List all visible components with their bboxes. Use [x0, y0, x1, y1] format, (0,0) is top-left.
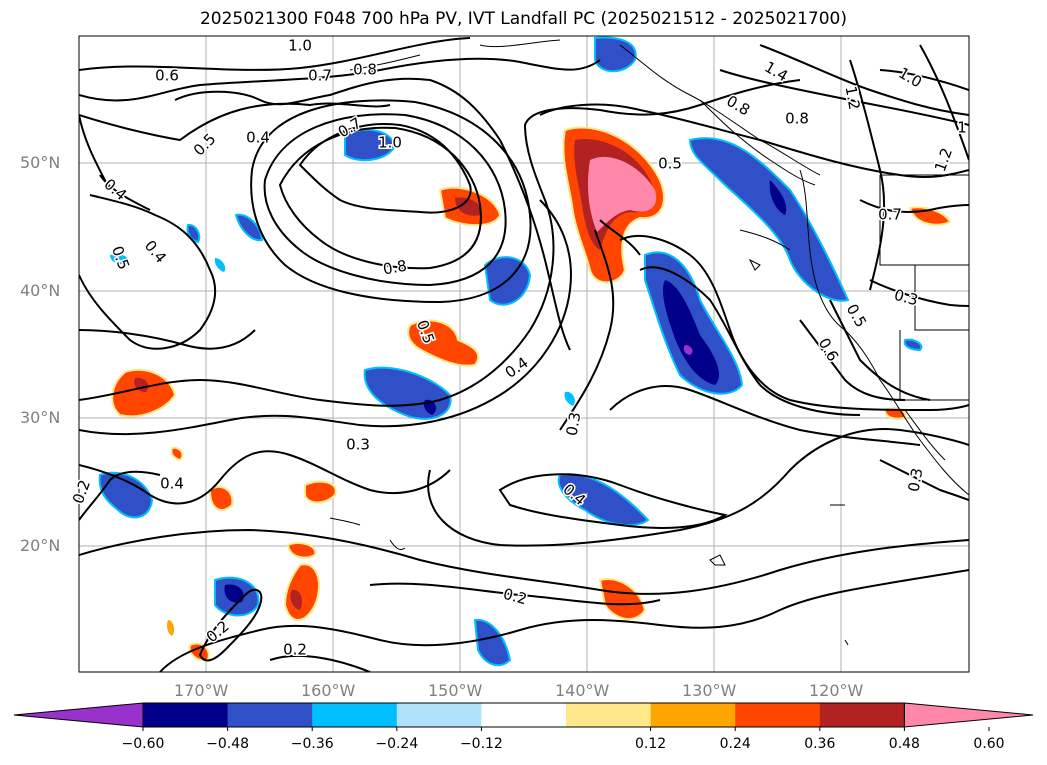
negative-anomaly-areas — [98, 36, 923, 667]
pos-core-north — [455, 197, 481, 216]
contour-label: 1.2 — [842, 85, 864, 112]
pos-blob-small-1 — [304, 480, 337, 504]
contour-label: 1.0 — [288, 37, 312, 55]
pos-core-southwest — [290, 589, 303, 610]
colorbar-segment — [227, 703, 313, 727]
colorbar-tick-label: 0.36 — [804, 736, 836, 752]
neg-core-coast — [769, 180, 787, 215]
colorbar-segment — [312, 703, 398, 727]
neg-blob-subtropic — [363, 366, 452, 420]
contour-label: 0.4 — [502, 353, 532, 381]
contour-label: 0.8 — [382, 257, 409, 279]
contour-label: 0.2 — [283, 641, 307, 659]
contour-label: 0.7 — [308, 67, 332, 85]
contour-label: 1 — [957, 119, 967, 137]
contour-label: 0.5 — [108, 244, 133, 273]
colorbar-extend-low — [13, 702, 144, 728]
contour-label: 0.5 — [658, 155, 682, 173]
coastlines — [329, 39, 969, 646]
contour-label: 0.3 — [346, 436, 370, 454]
contour-label: 0.2 — [69, 478, 94, 507]
colorbar-segment — [566, 703, 652, 727]
lon-label-120w: 120°W — [809, 681, 864, 700]
neg-small-2 — [186, 223, 201, 244]
colorbar-segment — [481, 703, 567, 727]
contour-label: 0.4 — [246, 129, 270, 147]
contour-label: 0.5 — [190, 130, 220, 160]
colorbar-tick-label: −0.60 — [121, 736, 165, 752]
pos-blob-west — [111, 368, 177, 418]
pos-blob-small-7 — [170, 446, 184, 462]
contour-label: 1.2 — [931, 146, 956, 175]
colorbar-segment — [819, 703, 905, 727]
lon-label-130w: 130°W — [682, 681, 737, 700]
pos-blob-small-8 — [167, 620, 175, 636]
map-title: 2025021300 F048 700 hPa PV, IVT Landfall… — [199, 9, 847, 29]
colorbar — [13, 702, 1034, 731]
contour-label: 0.3 — [892, 286, 920, 310]
colorbar-tick-label: 0.24 — [719, 736, 751, 752]
lat-label-30n: 30°N — [20, 408, 61, 427]
colorbar-tick-label: 0.48 — [888, 736, 920, 752]
neg-small-1 — [234, 213, 264, 242]
contour-label: 0.5 — [843, 301, 871, 331]
contour-label: 1.0 — [895, 64, 925, 92]
colorbar-extend-high — [903, 702, 1034, 728]
lat-label-50n: 50°N — [20, 153, 61, 172]
lon-label-170w: 170°W — [174, 681, 229, 700]
neg-small-6 — [903, 338, 923, 352]
contour-label: 0.8 — [353, 61, 377, 79]
lon-label-160w: 160°W — [301, 681, 356, 700]
contour-label: 0.4 — [160, 475, 184, 493]
contour-label: 0.3 — [563, 411, 585, 438]
colorbar-tick-label: −0.36 — [290, 736, 334, 752]
contour-label: 1.0 — [378, 134, 402, 152]
contour-label: 0.6 — [155, 67, 179, 85]
colorbar-tick-label: 0.60 — [973, 736, 1005, 752]
pv-contours — [79, 37, 969, 672]
neg-small-3 — [110, 254, 129, 265]
colorbar-tick-label: 0.12 — [635, 736, 667, 752]
neg-core-pacific-east — [662, 280, 720, 385]
contour-label: 0.2 — [501, 585, 529, 609]
pos-blob-southwest — [283, 563, 320, 621]
colorbar-segment — [735, 703, 821, 727]
pos-blob-south-center — [598, 578, 647, 620]
colorbar-tick-label: −0.48 — [206, 736, 250, 752]
positive-anomaly-areas — [111, 126, 952, 662]
neg-blob-coast-alaska — [688, 137, 850, 302]
neg-max-pacific-east — [683, 345, 693, 355]
lon-label-140w: 140°W — [555, 681, 610, 700]
colorbar-tick-label: −0.24 — [375, 736, 419, 752]
colorbar-segment — [143, 703, 229, 727]
plot-frame — [78, 35, 970, 673]
pos-blob-small-2 — [286, 542, 317, 559]
pos-blob-mid — [407, 319, 480, 367]
neg-small-5 — [564, 391, 575, 406]
lat-label-40n: 40°N — [20, 281, 61, 300]
neg-blob-north-central — [344, 128, 397, 162]
colorbar-segment — [396, 703, 482, 727]
neg-blob-south — [473, 618, 512, 667]
contour-label: 0.6 — [815, 335, 843, 365]
colorbar-frame — [142, 702, 905, 728]
contour-label: 0.4 — [141, 237, 170, 267]
colorbar-tick-label: −0.12 — [459, 736, 503, 752]
lat-label-20n: 20°N — [20, 536, 61, 555]
neg-small-4 — [214, 258, 226, 272]
contour-label: 0.8 — [785, 110, 809, 128]
neg-core-southwest — [224, 584, 244, 603]
lon-label-150w: 150°W — [428, 681, 483, 700]
neg-blob-gulf — [594, 36, 637, 73]
pos-blob-small-3 — [208, 485, 234, 511]
neg-blob-west — [98, 471, 154, 519]
contour-label: 0.3 — [905, 467, 927, 494]
pos-max-main — [587, 156, 657, 232]
contour-label: 0.7 — [878, 206, 902, 224]
colorbar-segment — [650, 703, 736, 727]
